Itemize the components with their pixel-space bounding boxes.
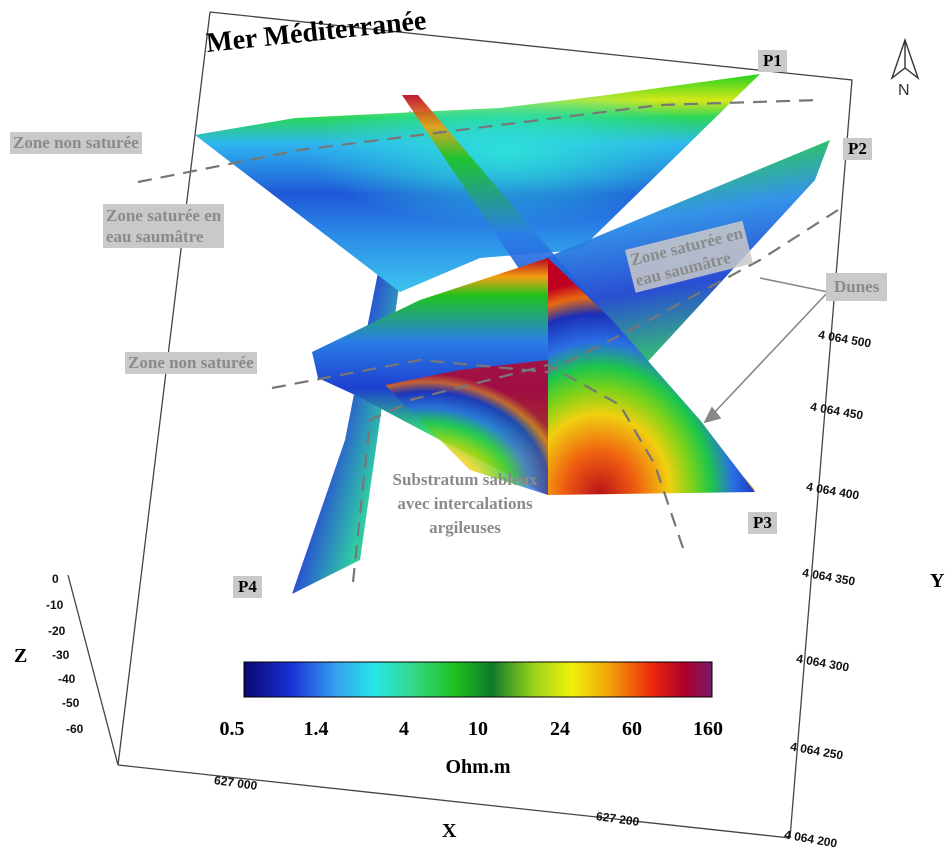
z-tick: 0 [52, 572, 59, 586]
z-tick: -10 [46, 598, 64, 612]
colorbar-label: 60 [622, 718, 642, 740]
colorbar-label: 4 [399, 718, 409, 740]
zone-label-substratum: Substratum sableux avec intercalations a… [360, 468, 570, 540]
colorbar-label: 10 [468, 718, 488, 740]
profile-label-p2: P2 [843, 138, 872, 160]
profile-label-p4: P4 [233, 576, 262, 598]
profile-label-p3: P3 [748, 512, 777, 534]
z-tick: -50 [62, 696, 80, 710]
north-label: N [898, 82, 910, 99]
north-arrow-icon [890, 37, 920, 80]
bounding-box [67, 11, 853, 839]
colorbar-label: 0.5 [219, 718, 245, 740]
zone-label-non-saturee-mid: Zone non saturée [125, 352, 257, 374]
colorbar-unit: Ohm.m [445, 756, 511, 778]
z-tick: -40 [58, 672, 76, 686]
profile-p3-section [312, 258, 755, 495]
zone-label-dunes: Dunes [826, 273, 888, 301]
zone-label-saturee-left-line2: eau saumâtre [106, 227, 204, 246]
interpretation-lines [137, 98, 839, 583]
axis-label-x: X [442, 820, 457, 842]
colorbar [243, 661, 713, 698]
colorbar-label: 160 [693, 718, 723, 740]
substratum-line3: argileuses [429, 518, 501, 537]
z-tick: -30 [52, 648, 70, 662]
colorbar-label: 24 [550, 718, 570, 740]
z-tick: -20 [48, 624, 66, 638]
axis-label-y: Y [930, 570, 945, 592]
z-tick: -60 [66, 722, 84, 736]
zone-label-non-saturee-top: Zone non saturée [10, 132, 142, 154]
zone-label-saturee-left: Zone saturée en eau saumâtre [103, 204, 225, 248]
profile-label-p1: P1 [758, 50, 787, 72]
substratum-line2: avec intercalations [397, 494, 533, 513]
zone-label-saturee-left-line1: Zone saturée en [106, 206, 222, 225]
axis-label-z: Z [14, 645, 28, 667]
colorbar-label: 1.4 [303, 718, 329, 740]
substratum-line1: Substratum sableux [392, 470, 538, 489]
dunes-arrows [703, 277, 829, 424]
